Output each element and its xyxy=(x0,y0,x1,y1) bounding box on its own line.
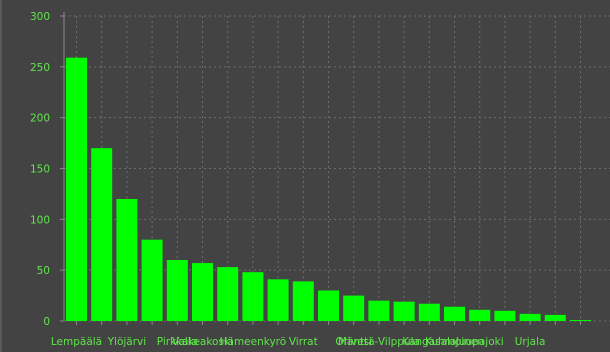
grid-layer xyxy=(64,15,610,322)
bar xyxy=(570,319,591,321)
y-tick-label: 0 xyxy=(43,316,50,328)
bar xyxy=(519,313,541,321)
x-tick-label: Lempäälä xyxy=(51,336,102,348)
bar xyxy=(444,306,465,321)
bar xyxy=(91,148,113,321)
x-tick-label: Ylöjärvi xyxy=(107,336,147,348)
bar xyxy=(116,199,138,321)
x-tick-label: Kangasala xyxy=(402,336,456,348)
bar xyxy=(242,272,264,321)
bar-layer xyxy=(66,57,591,321)
x-tick-label: Mänttä-Vilppula xyxy=(338,336,420,348)
bar xyxy=(368,300,390,321)
y-tick-label: 150 xyxy=(30,164,50,176)
bar xyxy=(217,267,239,321)
label-layer: 0 50 100 150 200 250 300 Lempäälä Ylöjärvi Pirkka… xyxy=(30,11,546,348)
x-tick-label: Juupajoki xyxy=(455,336,504,348)
y-tick-label: 50 xyxy=(37,265,50,277)
bar xyxy=(192,263,213,321)
bar xyxy=(166,260,188,321)
x-tick-label: Orivesi xyxy=(335,336,372,348)
bar xyxy=(267,279,289,321)
y-tick-label: 200 xyxy=(30,113,50,125)
bar xyxy=(292,281,314,321)
y-tick-label: 300 xyxy=(30,11,50,23)
axis-layer xyxy=(60,12,581,325)
bar xyxy=(393,301,415,321)
x-tick-label: Valkeakoski xyxy=(172,336,233,348)
bar xyxy=(343,295,365,321)
y-tick-label: 100 xyxy=(30,214,50,226)
bar xyxy=(494,310,516,321)
bar xyxy=(544,314,566,321)
bar xyxy=(418,303,440,321)
x-tick-label: Hämeenkyrö xyxy=(220,336,287,348)
bar xyxy=(141,239,163,321)
x-tick-label: Urjala xyxy=(515,336,546,348)
x-tick-label: Pirkkala xyxy=(157,336,198,348)
y-tick-label: 250 xyxy=(30,62,50,74)
x-tick-label: Virrat xyxy=(289,336,318,348)
x-tick-label: Kuhmoinen xyxy=(425,336,484,348)
bar xyxy=(469,309,491,321)
bar xyxy=(318,290,339,321)
bar xyxy=(66,57,87,321)
